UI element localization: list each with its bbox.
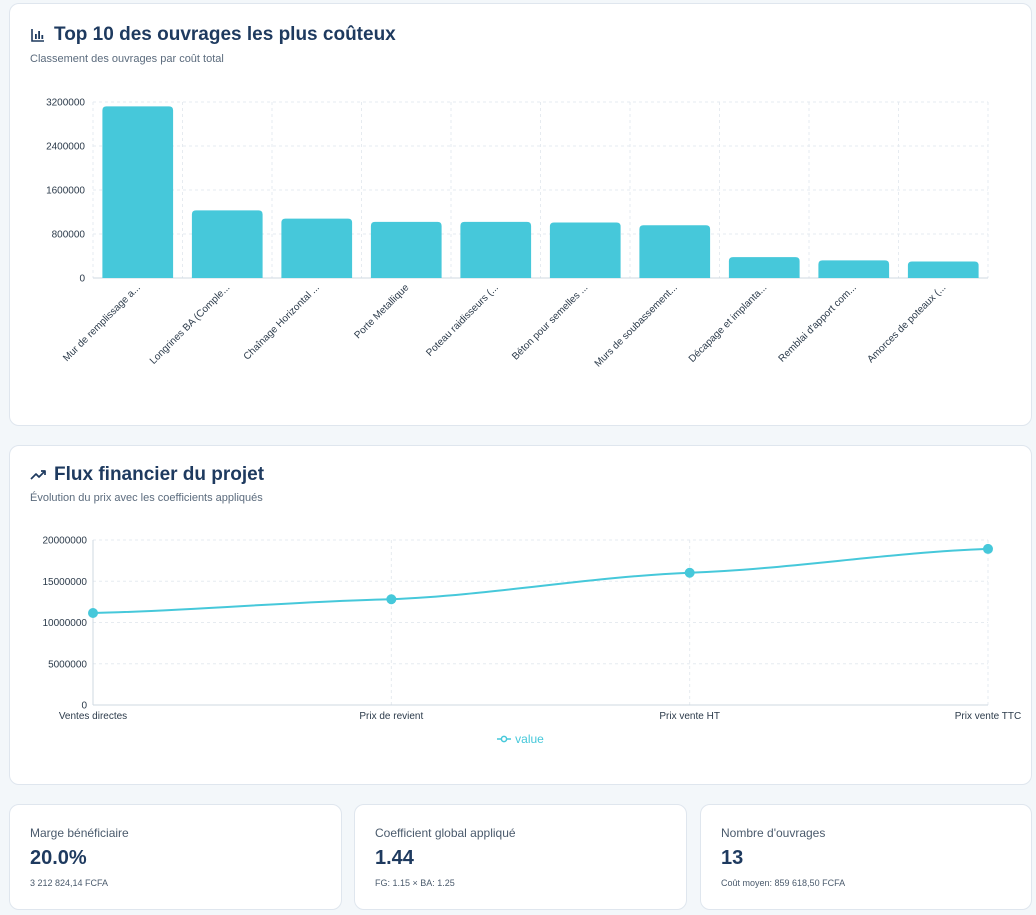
bar-9 [907,261,979,278]
bar-ytick-0: 0 [79,274,85,285]
marge-note: 3 212 824,14 FCFA [30,878,109,888]
coefficient-note: FG: 1.15 × BA: 1.25 [375,878,455,888]
flux-financier-card: Flux financier du projet Évolution du pr… [9,445,1032,785]
line-xtick-1: Prix de revient [359,711,423,722]
line-card-title-text: Flux financier du projet [54,464,265,485]
coefficient-card: Coefficient global appliqué 1.44 FG: 1.1… [354,804,687,910]
series-line-value [92,547,989,615]
nombre-ouvrages-card: Nombre d'ouvrages 13 Coût moyen: 859 618… [700,804,1032,910]
nombre-note: Coût moyen: 859 618,50 FCFA [721,878,846,888]
line-ytick-4: 20000000 [43,536,88,547]
line-ytick-3: 15000000 [43,577,88,588]
line-card-title: Flux financier du projet [30,464,264,486]
bar-ytick-4: 3200000 [46,98,85,109]
bar-1 [191,210,263,278]
bar-card-title-text: Top 10 des ouvrages les plus coûteux [54,24,396,45]
coefficient-value: 1.44 [375,847,414,869]
line-card-subtitle: Évolution du prix avec les coefficients … [30,492,263,504]
bar-xtick-5: Béton pour semelles ... [510,282,590,362]
line-ytick-0: 0 [81,701,87,712]
bar-0 [102,106,174,279]
line-ytick-2: 10000000 [43,618,88,629]
line-point-0 [88,608,98,619]
line-xtick-0: Ventes directes [59,711,127,722]
coefficient-label: Coefficient global appliqué [375,826,516,840]
bar-xtick-2: Chaînage Horizontal ... [242,282,322,362]
bar-xtick-0: Mur de remplissage a... [61,282,143,364]
marge-card: Marge bénéficiaire 20.0% 3 212 824,14 FC… [9,804,342,910]
marge-value: 20.0% [30,847,87,869]
bar-ytick-1: 800000 [52,230,86,241]
bar-xtick-1: Longrines BA (Comple... [148,282,232,366]
line-point-2 [684,567,695,578]
top-ouvrages-card: Top 10 des ouvrages les plus coûteux Cla… [9,3,1032,426]
trending-up-icon [30,470,46,480]
legend-line-icon [497,735,512,743]
bar-card-title: Top 10 des ouvrages les plus coûteux [30,24,396,46]
bar-2 [281,218,353,278]
bar-ytick-2: 1600000 [46,186,85,197]
bar-ytick-3: 2400000 [46,142,85,153]
line-xtick-2: Prix vente HT [659,711,720,722]
line-point-3 [983,543,993,554]
line-point-1 [386,594,397,605]
bar-xtick-9: Amorces de poteaux (... [866,282,949,365]
nombre-label: Nombre d'ouvrages [721,826,826,840]
legend-label: value [515,732,544,746]
bar-3 [370,221,442,278]
bar-xtick-8: Remblai d'apport com... [777,282,859,364]
bar-chart-icon [31,29,44,42]
bar-6 [639,225,711,278]
line-chart: 0 5000000 10000000 15000000 20000000 Ventes d… [43,536,1022,723]
bar-5 [549,222,621,278]
line-legend[interactable]: value [10,732,1031,746]
bar-xtick-4: Poteau raidisseurs (... [424,282,501,359]
bar-8 [818,260,890,278]
bar-card-subtitle: Classement des ouvrages par coût total [30,53,224,65]
bar-xtick-6: Murs de soubassement... [593,282,680,369]
bar-xtick-3: Porte Metallique [352,282,411,341]
bar-4 [460,221,532,278]
bar-7 [728,257,800,278]
nombre-value: 13 [721,847,744,869]
marge-label: Marge bénéficiaire [30,826,129,840]
line-ytick-1: 5000000 [48,659,87,670]
bar-chart: 0 800000 1600000 2400000 3200000 Mur de rempl… [46,98,989,370]
line-xtick-3: Prix vente TTC [955,711,1022,722]
bar-xtick-7: Décapage et implanta... [687,282,769,364]
